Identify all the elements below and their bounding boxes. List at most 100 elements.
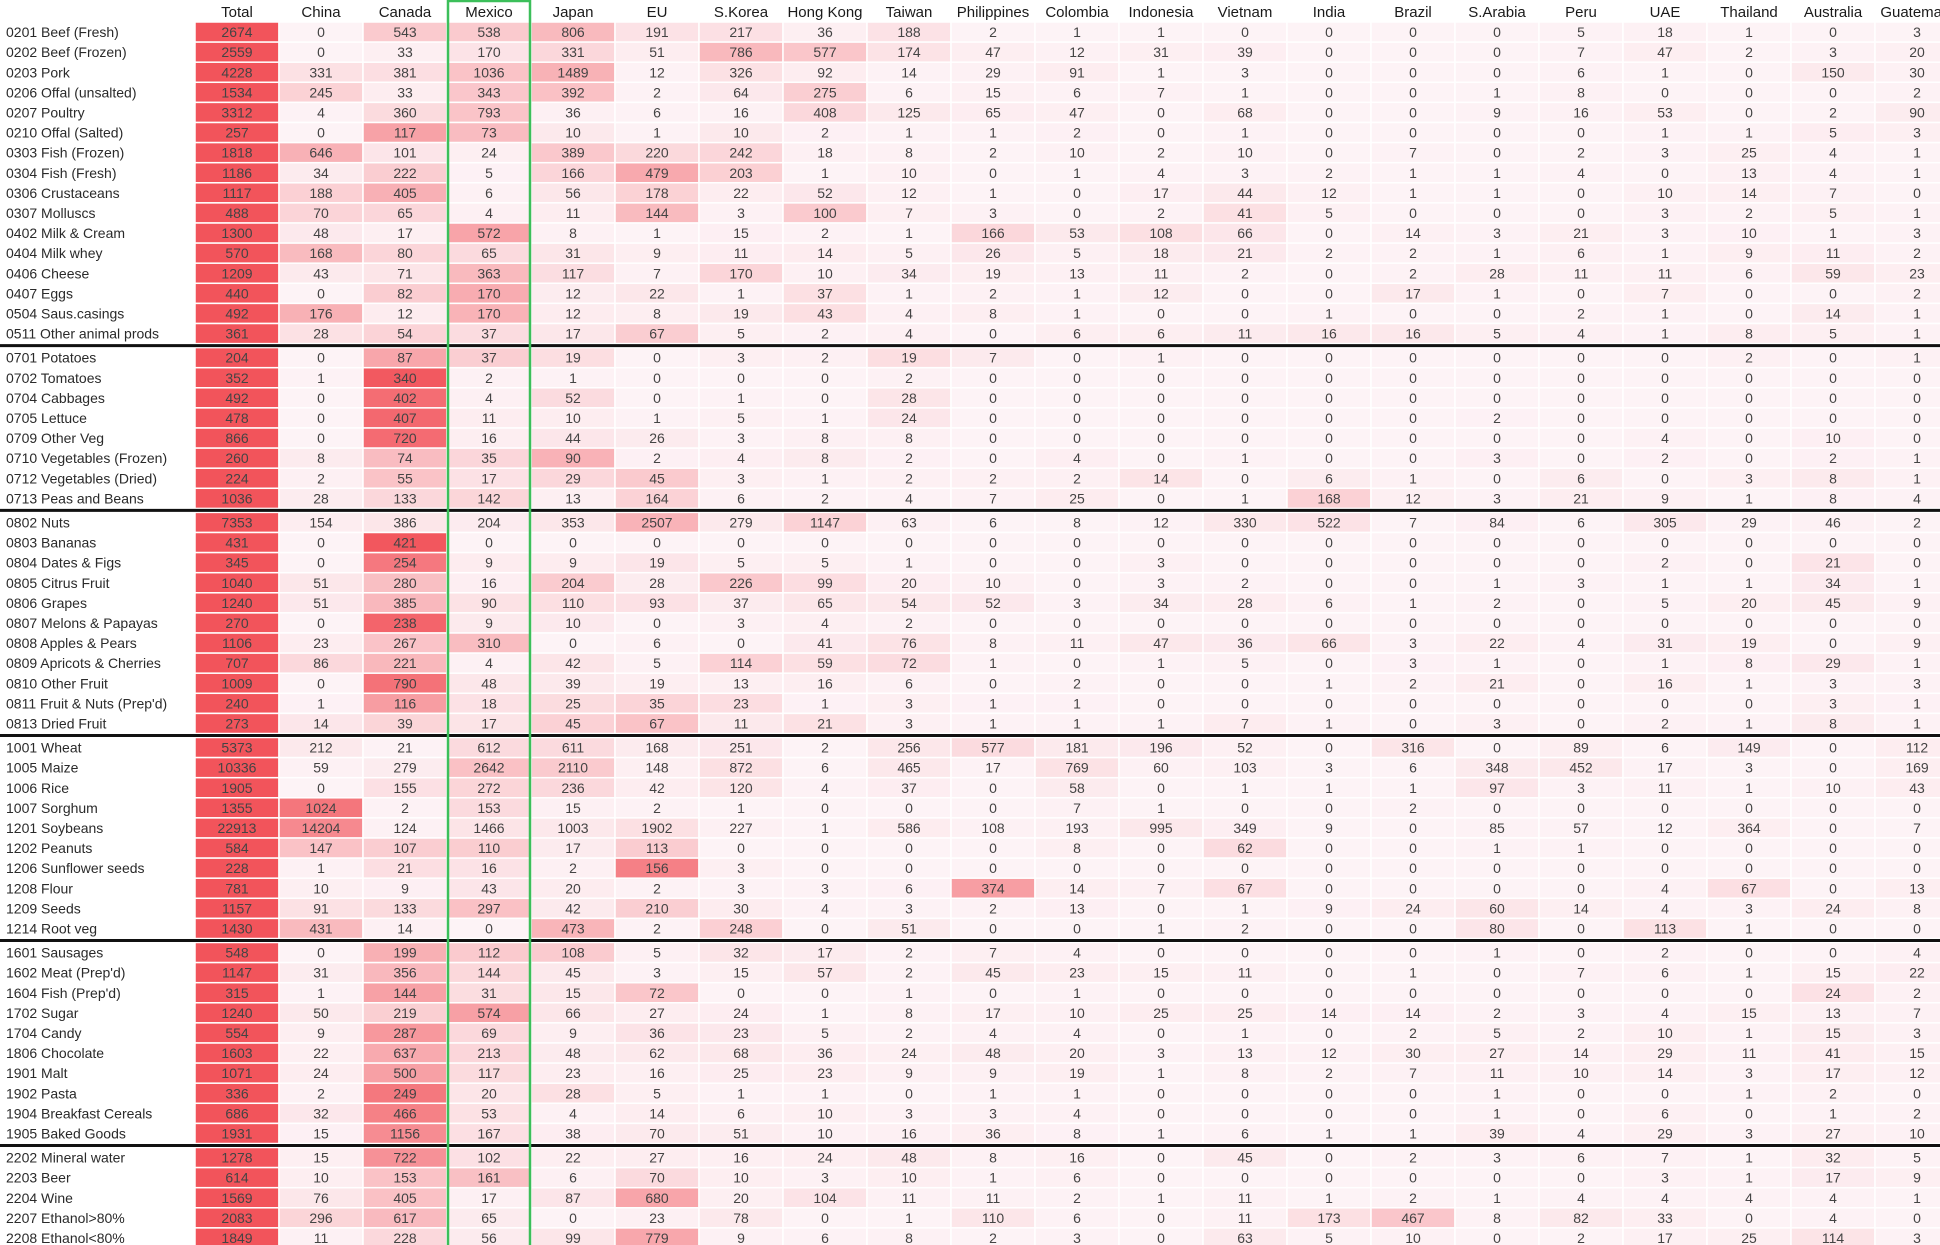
cell-value: 1 [1745, 1025, 1753, 1041]
cell-value: 2 [1325, 165, 1333, 181]
cell-value: 3 [1829, 695, 1837, 711]
cell-value: 0 [1577, 860, 1585, 876]
cell-value: 2 [821, 490, 829, 506]
cell-value: 0 [1829, 820, 1837, 836]
cell-value: 4 [905, 326, 913, 342]
cell-value: 5 [905, 245, 913, 261]
cell-value: 0 [1409, 985, 1417, 1001]
cell-value: 2507 [641, 514, 672, 530]
cell-value: 0 [1325, 655, 1333, 671]
cell-value: 1240 [221, 595, 252, 611]
cell-value: 3 [1661, 145, 1669, 161]
cell-value: 1106 [222, 635, 252, 651]
cell-value: 2559 [221, 44, 252, 60]
cell-value: 722 [393, 1150, 417, 1166]
cell-value: 7 [1241, 715, 1249, 731]
row-label: 1208 Flour [6, 880, 73, 896]
cell-value: 87 [397, 350, 413, 366]
cell-value: 0 [1325, 985, 1333, 1001]
heatmap-cell [1874, 551, 1940, 574]
cell-value: 0 [1325, 225, 1333, 241]
cell-value: 0 [1157, 104, 1165, 120]
cell-value: 1 [653, 225, 661, 241]
cell-value: 12 [1321, 1045, 1337, 1061]
cell-value: 1 [317, 985, 325, 1001]
cell-value: 19 [1741, 635, 1757, 651]
cell-value: 1 [1157, 655, 1165, 671]
cell-value: 0 [1241, 985, 1249, 1001]
cell-value: 196 [1149, 740, 1173, 756]
cell-value: 41 [1825, 1045, 1841, 1061]
cell-value: 219 [393, 1005, 417, 1021]
cell-value: 1 [1493, 1105, 1501, 1121]
cell-value: 204 [477, 514, 501, 530]
cell-value: 12 [565, 285, 581, 301]
row-label: 0702 Tomatoes [6, 370, 101, 386]
cell-value: 0 [1577, 800, 1585, 816]
cell-value: 0 [1325, 285, 1333, 301]
cell-value: 110 [982, 1210, 1005, 1226]
cell-value: 9 [1325, 820, 1333, 836]
cell-value: 0 [1745, 800, 1753, 816]
cell-value: 478 [225, 410, 249, 426]
cell-value: 0 [1577, 410, 1585, 426]
cell-value: 1 [1241, 1025, 1249, 1041]
cell-value: 3 [1325, 760, 1333, 776]
cell-value: 62 [1237, 840, 1253, 856]
cell-value: 54 [397, 326, 413, 342]
cell-value: 0 [317, 430, 325, 446]
heatmap-cell [1874, 1186, 1940, 1209]
cell-value: 5 [1829, 125, 1837, 141]
cell-value: 0 [1661, 390, 1669, 406]
cell-value: 0 [1325, 84, 1333, 100]
cell-value: 9 [1913, 635, 1921, 651]
cell-value: 199 [393, 945, 417, 961]
heatmap-cell [1874, 407, 1940, 429]
cell-value: 10 [733, 1170, 749, 1186]
row-label: 0802 Nuts [6, 514, 70, 530]
cell-value: 0 [1157, 430, 1165, 446]
cell-value: 59 [817, 655, 833, 671]
cell-value: 637 [393, 1045, 417, 1061]
cell-value: 17 [565, 326, 581, 342]
cell-value: 0 [1409, 390, 1417, 406]
cell-value: 2 [1073, 1190, 1081, 1206]
cell-value: 168 [1317, 490, 1341, 506]
cell-value: 0 [1913, 185, 1921, 201]
cell-value: 0 [1577, 430, 1585, 446]
cell-value: 25 [1237, 1005, 1253, 1021]
cell-value: 9 [569, 555, 577, 571]
cell-value: 12 [1153, 514, 1169, 530]
cell-value: 0 [821, 840, 829, 856]
cell-value: 0 [1157, 840, 1165, 856]
cell-value: 2 [989, 145, 997, 161]
cell-value: 275 [813, 84, 837, 100]
cell-value: 0 [1409, 715, 1417, 731]
cell-value: 8 [1493, 1210, 1501, 1226]
cell-value: 8 [653, 305, 661, 321]
heatmap-cell [1874, 1207, 1940, 1229]
cell-value: 2 [1829, 104, 1837, 120]
cell-value: 15 [313, 1150, 329, 1166]
cell-value: 273 [225, 715, 249, 731]
cell-value: 781 [225, 880, 249, 896]
cell-value: 2 [1409, 675, 1417, 691]
cell-value: 8 [821, 430, 829, 446]
cell-value: 16 [733, 104, 749, 120]
cell-value: 0 [1241, 945, 1249, 961]
cell-value: 68 [1237, 104, 1253, 120]
cell-value: 3 [1745, 760, 1753, 776]
cell-value: 16 [817, 675, 833, 691]
cell-value: 0 [1913, 430, 1921, 446]
cell-value: 0 [1493, 800, 1501, 816]
cell-value: 21 [397, 860, 413, 876]
cell-value: 279 [729, 514, 753, 530]
cell-value: 2 [821, 326, 829, 342]
cell-value: 467 [1401, 1210, 1425, 1226]
cell-value: 0 [1409, 24, 1417, 40]
row-label: 1214 Root veg [6, 920, 97, 936]
cell-value: 116 [394, 695, 417, 711]
cell-value: 331 [561, 44, 585, 60]
cell-value: 3 [1073, 1230, 1081, 1245]
cell-value: 57 [817, 965, 833, 981]
